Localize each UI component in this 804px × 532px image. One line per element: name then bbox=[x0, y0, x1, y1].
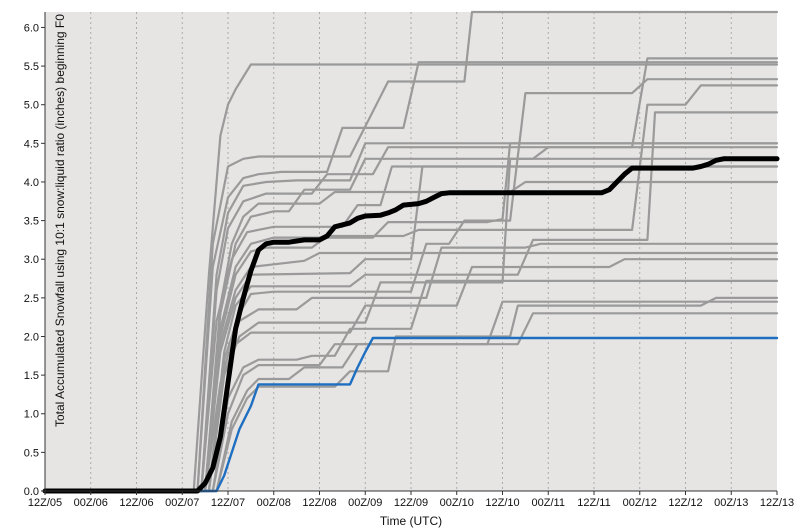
x-tick-label: 12Z/06 bbox=[119, 497, 153, 509]
member-series-line bbox=[43, 165, 779, 493]
y-tick-label: 5.5 bbox=[24, 61, 39, 73]
y-tick-label: 2.5 bbox=[24, 293, 39, 305]
y-tick-label: 5.0 bbox=[24, 100, 39, 112]
x-tick-label: 00Z/09 bbox=[348, 497, 382, 509]
ensemble-mean-line bbox=[42, 156, 780, 494]
mean-series-line bbox=[42, 156, 780, 494]
member-series-line bbox=[43, 165, 779, 493]
y-tick-label: 1.5 bbox=[24, 370, 39, 382]
y-tick-label: 0.0 bbox=[24, 486, 39, 498]
x-tick-label: 12Z/13 bbox=[760, 497, 794, 509]
x-tick-label: 00Z/07 bbox=[165, 497, 199, 509]
member-series-line bbox=[43, 78, 779, 493]
control-run-line bbox=[43, 336, 779, 493]
x-tick-label: 12Z/07 bbox=[211, 497, 245, 509]
member-series-line bbox=[43, 258, 779, 493]
x-tick-label: 12Z/12 bbox=[668, 497, 702, 509]
y-tick-label: 1.0 bbox=[24, 409, 39, 421]
x-tick-label: 12Z/05 bbox=[28, 497, 62, 509]
y-tick-label: 3.0 bbox=[24, 254, 39, 266]
control-series-line bbox=[43, 336, 779, 493]
y-tick-label: 0.5 bbox=[24, 447, 39, 459]
member-series-line bbox=[43, 146, 779, 493]
y-tick-label: 2.0 bbox=[24, 331, 39, 343]
y-tick-label: 4.5 bbox=[24, 138, 39, 150]
member-series-line bbox=[43, 157, 779, 493]
y-axis-title: Total Accumulated Snowfall using 10:1 sn… bbox=[53, 14, 67, 427]
x-axis-ticks: 12Z/05 00Z/06 12Z/06 00Z/07 12Z/07 00Z/08 12Z/… bbox=[28, 491, 794, 509]
member-series-line bbox=[43, 63, 779, 493]
x-tick-label: 00Z/10 bbox=[440, 497, 474, 509]
x-tick-label: 00Z/11 bbox=[532, 497, 565, 509]
x-tick-label: 12Z/10 bbox=[485, 497, 519, 509]
x-axis-title: Time (UTC) bbox=[380, 514, 442, 528]
x-tick-label: 00Z/13 bbox=[714, 497, 748, 509]
x-tick-label: 12Z/11 bbox=[577, 497, 610, 509]
y-tick-label: 4.0 bbox=[24, 177, 39, 189]
y-axis-ticks: 0.0 0.5 1.0 1.5 2.0 2.5 3.0 3.5 4.0 4.5 5.0 5.5 6.0 bbox=[24, 22, 45, 498]
x-tick-label: 00Z/06 bbox=[74, 497, 108, 509]
x-tick-label: 12Z/08 bbox=[302, 497, 336, 509]
x-tick-label: 00Z/12 bbox=[623, 497, 657, 509]
member-series-line bbox=[43, 312, 779, 493]
member-series-line bbox=[43, 296, 779, 493]
x-tick-label: 12Z/09 bbox=[394, 497, 428, 509]
y-tick-label: 6.0 bbox=[24, 22, 39, 34]
x-tick-label: 00Z/08 bbox=[257, 497, 291, 509]
member-series-line bbox=[43, 61, 779, 493]
y-tick-label: 3.5 bbox=[24, 216, 39, 228]
